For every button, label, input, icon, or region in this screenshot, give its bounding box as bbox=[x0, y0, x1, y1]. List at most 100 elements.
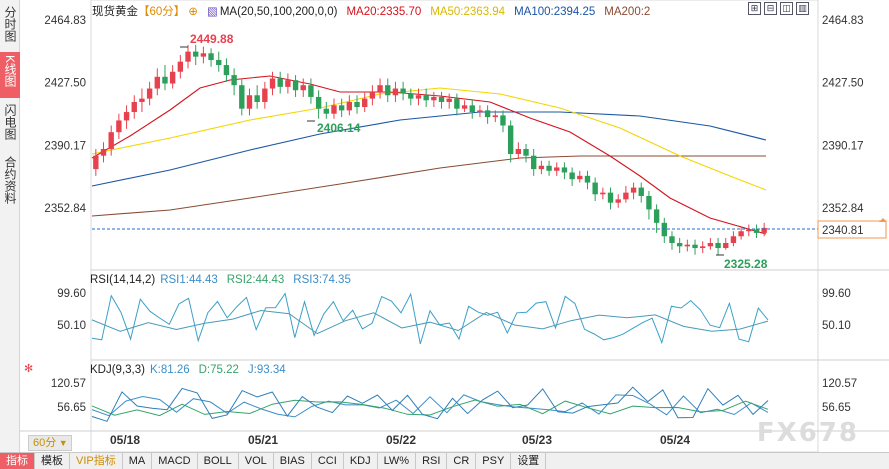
candle-body bbox=[661, 222, 667, 237]
rsi2-value: RSI2:44.43 bbox=[226, 274, 285, 286]
rsi-title: RSI(14,14,2) bbox=[90, 274, 156, 286]
chevron-down-icon: ▼ bbox=[56, 438, 68, 448]
toolbar-item-14[interactable]: 设置 bbox=[511, 453, 547, 469]
date-label: 05/24 bbox=[660, 433, 690, 447]
candle-body bbox=[707, 242, 714, 247]
candle-body bbox=[531, 155, 537, 170]
period-label: 60分 bbox=[33, 437, 57, 449]
candle-body bbox=[446, 98, 452, 102]
toolbar-item-12[interactable]: CR bbox=[447, 453, 477, 469]
current-arrow-icon bbox=[879, 218, 887, 222]
layout-icon[interactable]: ▥ bbox=[796, 2, 809, 15]
zoom-fit-icon[interactable]: ⊞ bbox=[748, 2, 761, 15]
candle-body bbox=[346, 101, 353, 111]
tab-flash[interactable]: 闪电图 bbox=[0, 104, 20, 140]
candle-body bbox=[477, 110, 483, 113]
period-selector[interactable]: 60分 ▼ bbox=[28, 435, 72, 451]
ma100-line bbox=[91, 111, 767, 187]
date-label: 05/18 bbox=[110, 433, 140, 447]
toolbar-item-6[interactable]: VOL bbox=[239, 453, 274, 469]
target-icon[interactable]: ⊕ bbox=[188, 6, 198, 18]
price-tick-left: 2464.83 bbox=[44, 15, 86, 27]
candle-body bbox=[715, 242, 721, 249]
candle-body bbox=[246, 95, 253, 109]
candle-body bbox=[185, 51, 191, 62]
candle-body bbox=[669, 236, 675, 243]
candle-body bbox=[753, 229, 760, 233]
kdj-tick-right: 120.57 bbox=[822, 378, 857, 390]
candle-body bbox=[108, 132, 114, 149]
candle-body bbox=[746, 229, 752, 232]
toolbar-item-0[interactable]: 指标 bbox=[0, 453, 35, 469]
rsi-tick-left: 50.10 bbox=[57, 320, 86, 332]
candle-body bbox=[523, 148, 529, 156]
candle-body bbox=[761, 227, 767, 233]
toolbar-item-10[interactable]: LW% bbox=[378, 453, 417, 469]
toolbar-item-3[interactable]: MA bbox=[123, 453, 153, 469]
candle-body bbox=[315, 96, 322, 109]
candle-body bbox=[331, 105, 337, 114]
compare-icon[interactable]: ◫ bbox=[780, 2, 793, 15]
low-price-label: 2406.14 bbox=[317, 121, 361, 135]
candle-body bbox=[162, 76, 168, 84]
candle-body bbox=[454, 98, 460, 109]
toolbar-item-5[interactable]: BOLL bbox=[198, 453, 239, 469]
candle-body bbox=[400, 88, 406, 94]
candle-body bbox=[300, 85, 306, 91]
kdj-d-line bbox=[91, 399, 769, 417]
candle-body bbox=[584, 175, 591, 183]
tab-timeshare[interactable]: 分时图 bbox=[0, 6, 20, 42]
tab-flash-label: 闪电图 bbox=[3, 104, 17, 140]
candle-body bbox=[269, 78, 276, 89]
candle-body bbox=[738, 231, 744, 237]
candle-body bbox=[646, 195, 652, 210]
candle-body bbox=[623, 192, 629, 200]
toolbar-item-4[interactable]: MACD bbox=[152, 453, 198, 469]
kdj-tick-left: 120.57 bbox=[51, 378, 86, 390]
candle-body bbox=[684, 244, 691, 247]
date-label: 05/22 bbox=[386, 433, 416, 447]
kdj-tick-left: 56.65 bbox=[57, 402, 86, 414]
toolbar-item-11[interactable]: RSI bbox=[416, 453, 448, 469]
candle-body bbox=[262, 88, 268, 102]
toolbar-item-8[interactable]: CCI bbox=[312, 453, 344, 469]
ma200-value: MA200:2 bbox=[604, 6, 651, 18]
rsi1-value: RSI1:44.43 bbox=[160, 274, 218, 286]
toolbar-item-1[interactable]: 模板 bbox=[35, 453, 70, 469]
zoom-area-icon[interactable]: ⊟ bbox=[764, 2, 777, 15]
candle-body bbox=[577, 175, 583, 180]
toolbar-item-2[interactable]: VIP指标 bbox=[70, 453, 123, 469]
candle-body bbox=[723, 242, 729, 249]
candle-body bbox=[385, 85, 391, 96]
kdj-settings-icon[interactable]: ✻ bbox=[24, 363, 34, 375]
toolbar-item-9[interactable]: KDJ bbox=[344, 453, 378, 469]
date-label: 05/23 bbox=[522, 433, 552, 447]
candle-body bbox=[254, 95, 260, 102]
candle-body bbox=[223, 65, 230, 76]
rsi3-value: RSI3:74.35 bbox=[293, 274, 351, 286]
date-label: 05/21 bbox=[248, 433, 278, 447]
kdj-j-value: J:93.34 bbox=[247, 364, 286, 376]
tab-contract-info[interactable]: 合约资料 bbox=[0, 156, 20, 204]
kline-chart[interactable]: 2464.83 2464.83 2427.50 2427.50 2390.17 2390.… bbox=[20, 0, 889, 452]
toolbar-item-13[interactable]: PSY bbox=[476, 453, 512, 469]
chart-canvas[interactable]: 2464.83 2464.83 2427.50 2427.50 2390.17 2390.… bbox=[20, 0, 889, 452]
candle-body bbox=[630, 187, 637, 193]
candle-body bbox=[538, 165, 545, 170]
candle-body bbox=[408, 93, 414, 99]
symbol-name: 现货黄金 bbox=[92, 6, 138, 18]
rsi-tick-left: 99.60 bbox=[57, 288, 86, 300]
candle-body bbox=[146, 88, 153, 99]
candle-body bbox=[469, 105, 475, 113]
ma20-line bbox=[91, 75, 767, 235]
tab-timeshare-label: 分时图 bbox=[3, 6, 17, 42]
tab-kline[interactable]: K线图 bbox=[0, 52, 20, 98]
candle-body bbox=[546, 165, 552, 171]
candle-body bbox=[607, 192, 614, 203]
kdj-k-line bbox=[91, 394, 769, 418]
candle-body bbox=[277, 78, 283, 87]
toolbar-item-7[interactable]: BIAS bbox=[274, 453, 312, 469]
candle-body bbox=[730, 236, 737, 243]
kdj-legend: KDJ(9,3,3) K:81.26 D:75.22 J:93.34 bbox=[90, 364, 295, 376]
candle-body bbox=[362, 98, 368, 108]
